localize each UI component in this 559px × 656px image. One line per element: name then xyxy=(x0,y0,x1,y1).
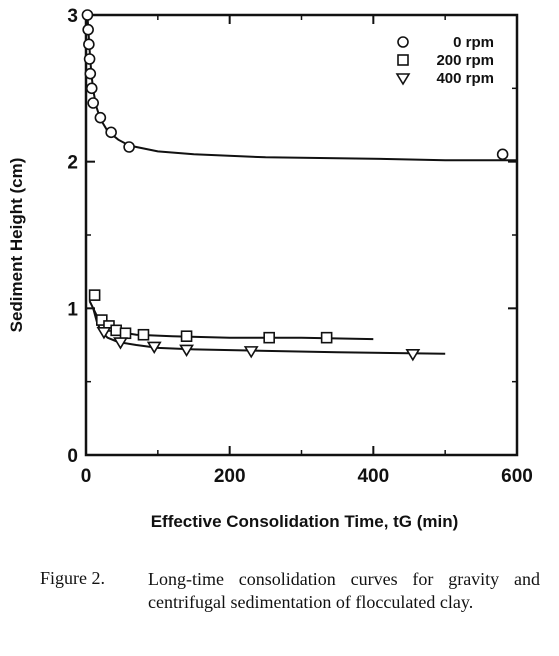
data-point xyxy=(85,82,98,95)
data-point xyxy=(96,314,108,326)
caption-label: Figure 2. xyxy=(40,568,105,588)
data-point xyxy=(105,126,117,139)
y-tick-label: 3 xyxy=(67,6,78,27)
data-point xyxy=(83,53,96,65)
data-point xyxy=(405,348,421,362)
caption-text: Long-time consolidation curves for gravi… xyxy=(148,569,540,612)
data-point xyxy=(83,38,95,51)
data-point xyxy=(243,346,259,359)
legend-label: 200 rpm xyxy=(436,52,494,69)
data-point xyxy=(496,148,509,161)
data-point xyxy=(88,289,101,301)
data-point xyxy=(320,331,333,344)
data-point xyxy=(96,326,112,340)
data-point xyxy=(137,328,150,341)
data-point xyxy=(146,341,162,355)
y-tick-label: 1 xyxy=(67,299,78,320)
y-tick-label: 0 xyxy=(67,446,78,467)
legend-label: 400 rpm xyxy=(436,70,494,87)
data-point xyxy=(82,23,94,36)
x-tick-label: 0 xyxy=(81,466,92,487)
data-points xyxy=(81,9,509,362)
chart: 0 200 400 600 0 1 2 3 Effective Consolidation Ti… xyxy=(7,6,533,531)
legend-label: 0 rpm xyxy=(453,34,494,51)
x-tick-label: 200 xyxy=(214,466,246,487)
x-axis-label: Effective Consolidation Time, tG (min) xyxy=(151,512,459,531)
data-point xyxy=(113,337,128,350)
legend-marker xyxy=(397,36,409,48)
data-point xyxy=(87,97,99,109)
figure-caption: Figure 2. Long-time consolidation curves… xyxy=(0,560,559,656)
x-tick-label: 600 xyxy=(501,466,533,487)
data-point xyxy=(84,67,97,80)
data-point xyxy=(180,330,193,343)
legend-marker xyxy=(395,73,411,86)
data-point xyxy=(119,327,132,340)
axes: 0 200 400 600 0 1 2 3 Effective Consolidation Ti… xyxy=(7,6,533,531)
y-axis-label: Sediment Height (cm) xyxy=(7,158,26,333)
legend-marker xyxy=(397,54,409,66)
y-tick-label: 2 xyxy=(67,153,78,174)
data-point xyxy=(81,9,94,21)
x-tick-label: 400 xyxy=(357,466,389,487)
data-point xyxy=(110,324,122,337)
data-point xyxy=(179,344,194,357)
data-point xyxy=(123,141,135,153)
data-point xyxy=(94,111,107,124)
data-point xyxy=(263,331,275,344)
